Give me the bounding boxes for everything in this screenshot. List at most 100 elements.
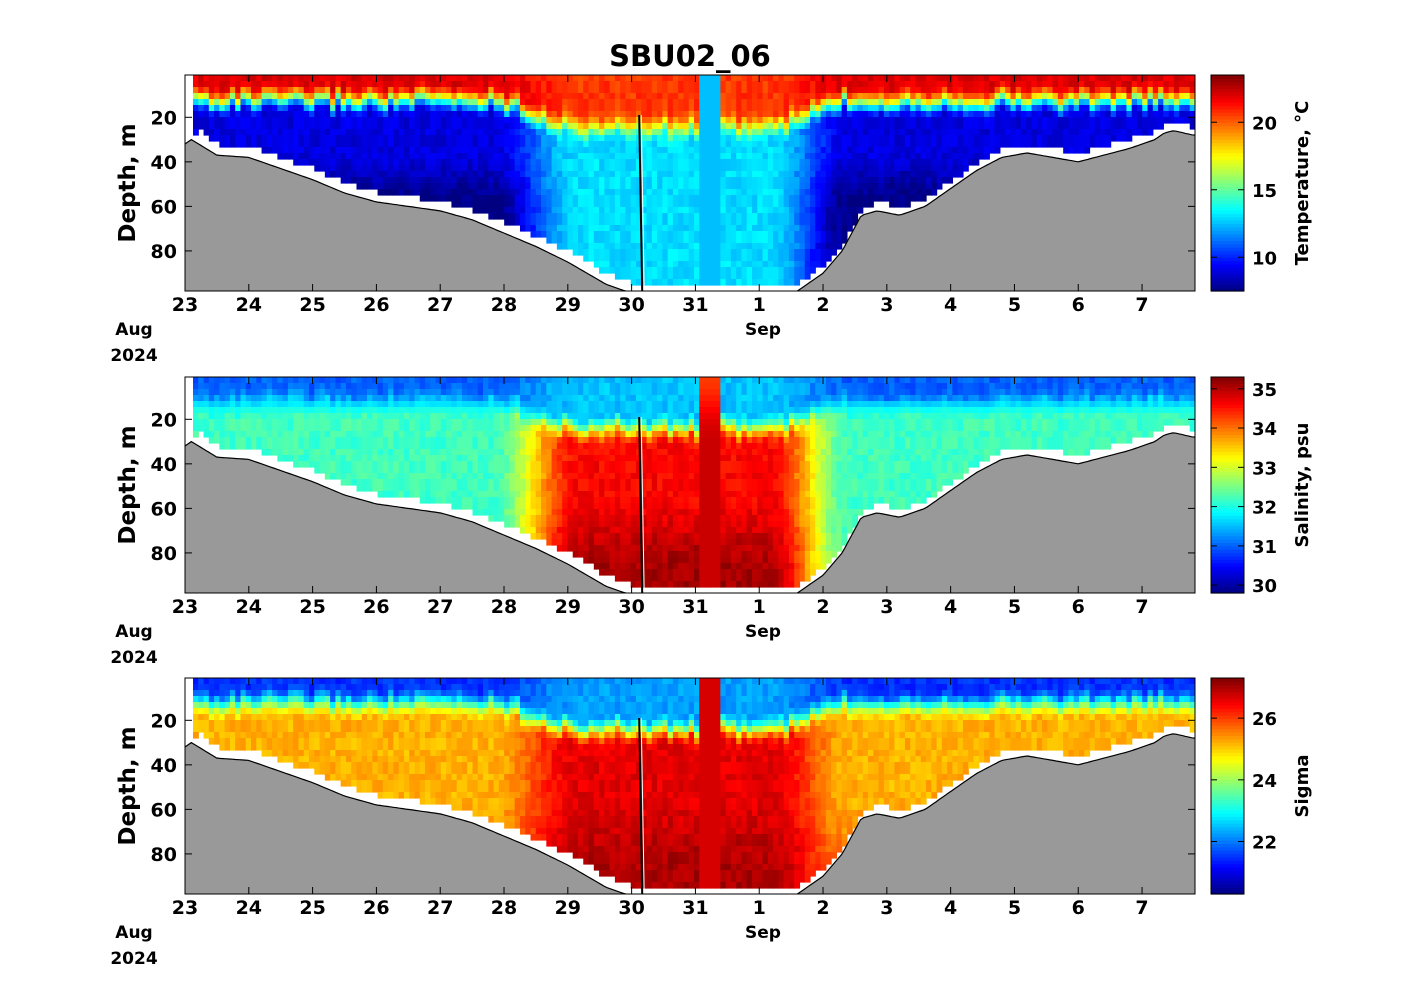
colorbar-segment bbox=[1211, 444, 1244, 449]
colorbar-segment bbox=[1211, 708, 1244, 713]
salinity-field bbox=[193, 377, 1195, 588]
y-tick-label: 40 bbox=[151, 152, 177, 174]
x-tick-label: 4 bbox=[944, 897, 957, 919]
colorbar-segment bbox=[1211, 193, 1244, 198]
seafloor bbox=[185, 733, 1195, 894]
colorbar-segment bbox=[1211, 836, 1244, 841]
colorbar-segment bbox=[1211, 856, 1244, 861]
colorbar-segment bbox=[1211, 559, 1244, 564]
colorbar-segment bbox=[1211, 102, 1244, 106]
colorbar-segment bbox=[1211, 390, 1244, 395]
colorbar-segment bbox=[1211, 424, 1244, 429]
colorbar-segment bbox=[1211, 420, 1244, 425]
colorbar-segment bbox=[1211, 792, 1244, 797]
colorbar-segment bbox=[1211, 122, 1244, 127]
colorbar-segment bbox=[1211, 532, 1244, 537]
x-month-label-aug: Aug bbox=[115, 622, 152, 642]
colorbar-segment bbox=[1211, 505, 1244, 510]
temperature-field bbox=[193, 75, 1195, 286]
x-tick-label: 31 bbox=[682, 596, 708, 618]
mooring-line-highlight bbox=[640, 717, 645, 895]
x-tick-label: 29 bbox=[555, 596, 581, 618]
x-tick-label: 4 bbox=[944, 294, 957, 316]
colorbar-segment bbox=[1211, 220, 1244, 225]
colorbar-segment bbox=[1211, 813, 1244, 817]
colorbar-segment bbox=[1211, 562, 1244, 567]
x-tick-label: 31 bbox=[682, 897, 708, 919]
colorbar-segment bbox=[1211, 850, 1244, 855]
colorbar-segment bbox=[1211, 132, 1244, 137]
colorbar-segment bbox=[1211, 284, 1244, 289]
colorbar-segment bbox=[1211, 451, 1244, 456]
colorbar-segment bbox=[1211, 216, 1244, 221]
colorbar-segment bbox=[1211, 468, 1244, 473]
colorbar-segment bbox=[1211, 569, 1244, 574]
colorbar-segment bbox=[1211, 589, 1244, 594]
x-month-label-aug: Aug bbox=[115, 320, 152, 340]
colorbar-segment bbox=[1211, 142, 1244, 147]
colorbar-segment bbox=[1211, 542, 1244, 547]
colorbar-segment bbox=[1211, 253, 1244, 258]
x-tick-label: 7 bbox=[1135, 897, 1148, 919]
colorbar-tick-label: 32 bbox=[1252, 498, 1277, 519]
colorbar-segment bbox=[1211, 738, 1244, 743]
x-tick-label: 27 bbox=[427, 897, 453, 919]
colorbar-segment bbox=[1211, 779, 1244, 784]
colorbar-segment bbox=[1211, 890, 1244, 895]
colorbar-segment bbox=[1211, 247, 1244, 252]
colorbar-segment bbox=[1211, 458, 1244, 462]
colorbar-segment bbox=[1211, 718, 1244, 723]
y-tick-label: 40 bbox=[151, 454, 177, 476]
colorbar-segment bbox=[1211, 681, 1244, 686]
colorbar-frame bbox=[1210, 677, 1245, 895]
colorbar-segment bbox=[1211, 887, 1244, 892]
colorbar-segment bbox=[1211, 843, 1244, 848]
colorbar-segment bbox=[1211, 873, 1244, 878]
colorbar-frame bbox=[1210, 376, 1245, 594]
colorbar-tick-label: 20 bbox=[1252, 113, 1277, 134]
colorbar-segment bbox=[1211, 159, 1244, 164]
colorbar-segment bbox=[1211, 471, 1244, 476]
x-tick-label: 25 bbox=[299, 294, 325, 316]
y-axis-label: Depth, m bbox=[115, 425, 141, 544]
x-tick-label: 6 bbox=[1072, 294, 1085, 316]
y-tick-label: 60 bbox=[151, 799, 177, 821]
x-tick-label: 27 bbox=[427, 294, 453, 316]
colorbar-segment bbox=[1211, 705, 1244, 709]
colorbar-segment bbox=[1211, 701, 1244, 706]
colorbar-segment bbox=[1211, 515, 1244, 520]
colorbar-tick-label: 15 bbox=[1252, 181, 1277, 202]
colorbar-segment bbox=[1211, 732, 1244, 736]
x-tick-label: 26 bbox=[363, 294, 389, 316]
mooring-line-highlight bbox=[640, 416, 645, 594]
mooring-line bbox=[638, 114, 644, 292]
sigma-field bbox=[193, 678, 1195, 889]
x-tick-label: 2 bbox=[816, 596, 829, 618]
y-axis-label: Depth, m bbox=[115, 123, 141, 242]
x-tick-label: 3 bbox=[880, 897, 893, 919]
x-tick-label: 2 bbox=[816, 294, 829, 316]
x-tick-label: 28 bbox=[491, 897, 517, 919]
colorbar-segment bbox=[1211, 688, 1244, 693]
colorbar-segment bbox=[1211, 145, 1244, 150]
colorbar-segment bbox=[1211, 512, 1244, 516]
x-tick-label: 5 bbox=[1008, 294, 1021, 316]
colorbar-segment bbox=[1211, 183, 1244, 187]
colorbar-segment bbox=[1211, 88, 1244, 93]
colorbar-segment bbox=[1211, 152, 1244, 157]
x-tick-label: 28 bbox=[491, 596, 517, 618]
colorbar-segment bbox=[1211, 210, 1244, 214]
colorbar-segment bbox=[1211, 555, 1244, 560]
colorbar-segment bbox=[1211, 264, 1244, 268]
colorbar-segment bbox=[1211, 380, 1244, 385]
colorbar-frame bbox=[1210, 74, 1245, 292]
colorbar-segment bbox=[1211, 735, 1244, 740]
x-tick-label: 23 bbox=[172, 897, 198, 919]
colorbar-segment bbox=[1211, 806, 1244, 811]
colorbar-segment bbox=[1211, 488, 1244, 493]
colorbar-segment bbox=[1211, 582, 1244, 587]
colorbar-segment bbox=[1211, 105, 1244, 110]
colorbar-segment bbox=[1211, 518, 1244, 523]
colorbar-segment bbox=[1211, 782, 1244, 787]
